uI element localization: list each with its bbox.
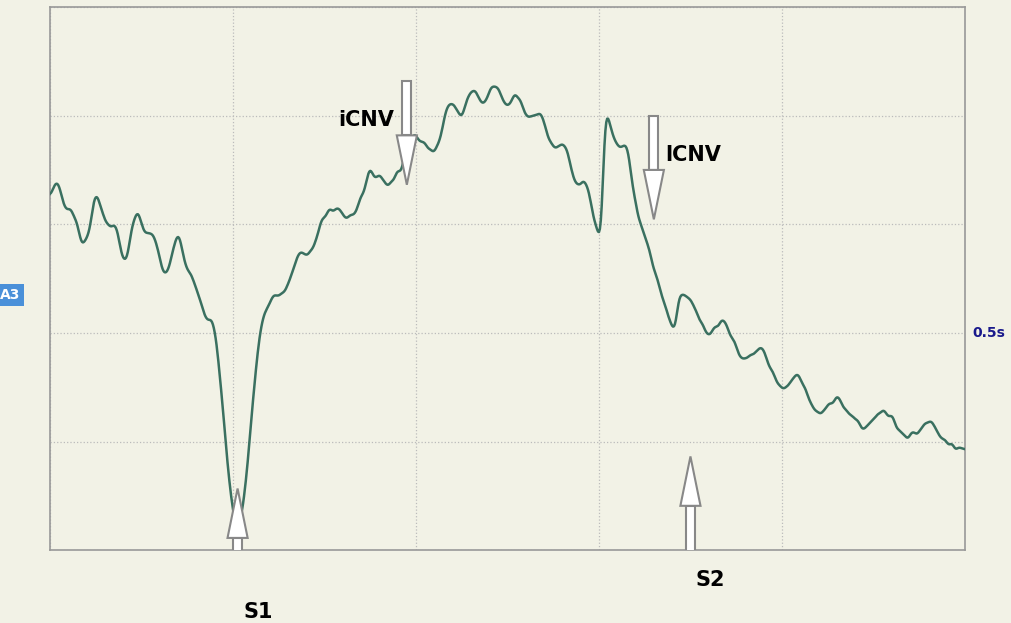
Text: iCNV: iCNV <box>339 110 394 130</box>
Polygon shape <box>644 170 664 219</box>
Text: S1: S1 <box>243 602 273 622</box>
Text: A3: A3 <box>0 288 20 302</box>
Text: S2: S2 <box>696 570 726 590</box>
Bar <box>402 81 411 135</box>
Polygon shape <box>680 457 701 506</box>
Bar <box>685 506 695 560</box>
Text: 0.5s: 0.5s <box>973 326 1005 340</box>
Bar <box>233 538 243 592</box>
Bar <box>649 116 658 170</box>
Polygon shape <box>227 488 248 538</box>
Polygon shape <box>396 135 417 185</box>
Text: lCNV: lCNV <box>665 145 721 165</box>
